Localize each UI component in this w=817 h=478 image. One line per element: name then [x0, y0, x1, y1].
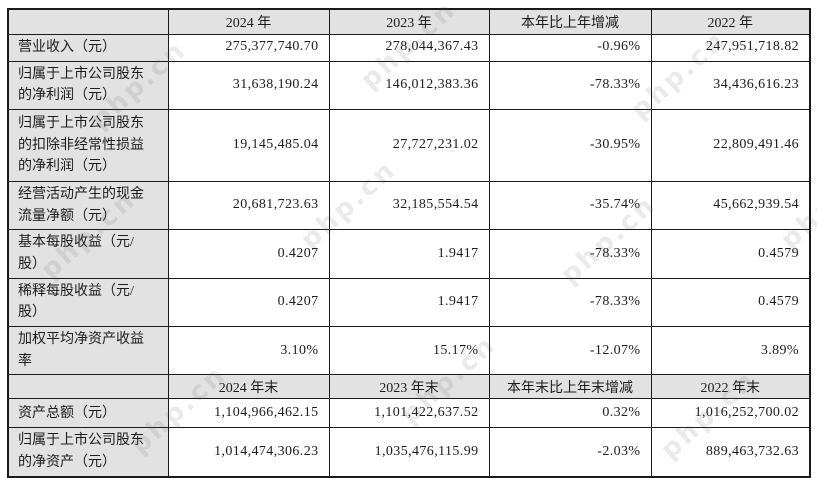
- value-2023: 1,035,476,115.99: [328, 427, 490, 478]
- value-2022: 0.4579: [650, 277, 811, 328]
- value-2024: 1,104,966,462.15: [167, 398, 330, 429]
- value-2023: 278,044,367.43: [328, 33, 490, 62]
- financial-summary-table: 2024 年 2023 年 本年比上年增减 2022 年 营业收入（元） 275…: [7, 8, 811, 478]
- table-row-net-assets: 归属于上市公司股东的净资产（元） 1,014,474,306.23 1,035,…: [7, 427, 811, 478]
- value-change: -78.33%: [488, 60, 652, 110]
- value-2023: 1.9417: [328, 229, 490, 279]
- table-row-total-assets: 资产总额（元） 1,104,966,462.15 1,101,422,637.5…: [7, 398, 811, 429]
- column-header-2022: 2022 年: [650, 8, 811, 35]
- value-2023: 27,727,231.02: [328, 108, 490, 182]
- column-header-2024-end: 2024 年末: [167, 374, 330, 400]
- value-2023: 146,012,383.36: [328, 60, 490, 110]
- value-2022: 247,951,718.82: [650, 33, 811, 62]
- row-label: 加权平均净资产收益率: [7, 325, 169, 376]
- value-change: 0.32%: [488, 398, 652, 429]
- value-change: -30.95%: [488, 108, 652, 182]
- table-row-net-profit: 归属于上市公司股东的净利润（元） 31,638,190.24 146,012,3…: [7, 60, 811, 110]
- table-header-row-annual: 2024 年 2023 年 本年比上年增减 2022 年: [7, 8, 811, 35]
- value-change: -12.07%: [488, 325, 652, 376]
- value-2023: 1.9417: [328, 277, 490, 328]
- value-change: -0.96%: [488, 33, 652, 62]
- table-row-revenue: 营业收入（元） 275,377,740.70 278,044,367.43 -0…: [7, 33, 811, 62]
- value-2022: 3.89%: [650, 325, 811, 376]
- value-2022: 22,809,491.46: [650, 108, 811, 182]
- column-header-year-end-change: 本年末比上年末增减: [488, 374, 652, 400]
- row-label: 归属于上市公司股东的净资产（元）: [7, 427, 169, 478]
- column-header-empty: [7, 8, 169, 35]
- value-2023: 15.17%: [328, 325, 490, 376]
- value-2024: 0.4207: [167, 277, 330, 328]
- table-header-row-year-end: 2024 年末 2023 年末 本年末比上年末增减 2022 年末: [7, 374, 811, 400]
- column-header-yoy-change: 本年比上年增减: [488, 8, 652, 35]
- value-2023: 32,185,554.54: [328, 180, 490, 231]
- column-header-2023-end: 2023 年末: [328, 374, 490, 400]
- table-row-net-profit-excl-nonrecurring: 归属于上市公司股东的扣除非经常性损益的净利润（元） 19,145,485.04 …: [7, 108, 811, 182]
- value-change: -2.03%: [488, 427, 652, 478]
- row-label: 归属于上市公司股东的扣除非经常性损益的净利润（元）: [7, 108, 169, 182]
- value-2022: 889,463,732.63: [650, 427, 811, 478]
- value-2022: 45,662,939.54: [650, 180, 811, 231]
- row-label: 归属于上市公司股东的净利润（元）: [7, 60, 169, 110]
- value-2024: 275,377,740.70: [167, 33, 330, 62]
- table-row-weighted-avg-roe: 加权平均净资产收益率 3.10% 15.17% -12.07% 3.89%: [7, 325, 811, 376]
- value-2022: 1,016,252,700.02: [650, 398, 811, 429]
- value-2022: 34,436,616.23: [650, 60, 811, 110]
- value-2024: 0.4207: [167, 229, 330, 279]
- value-change: -78.33%: [488, 229, 652, 279]
- value-2024: 3.10%: [167, 325, 330, 376]
- column-header-2023: 2023 年: [328, 8, 490, 35]
- table-row-diluted-eps: 稀释每股收益（元/股） 0.4207 1.9417 -78.33% 0.4579: [7, 277, 811, 328]
- row-label: 营业收入（元）: [7, 33, 169, 62]
- value-2024: 20,681,723.63: [167, 180, 330, 231]
- column-header-2022-end: 2022 年末: [650, 374, 811, 400]
- row-label: 稀释每股收益（元/股）: [7, 277, 169, 328]
- value-2024: 31,638,190.24: [167, 60, 330, 110]
- value-2022: 0.4579: [650, 229, 811, 279]
- column-header-empty: [7, 374, 169, 400]
- column-header-2024: 2024 年: [167, 8, 330, 35]
- value-change: -78.33%: [488, 277, 652, 328]
- row-label: 经营活动产生的现金流量净额（元）: [7, 180, 169, 231]
- table-row-basic-eps: 基本每股收益（元/股） 0.4207 1.9417 -78.33% 0.4579: [7, 229, 811, 279]
- value-change: -35.74%: [488, 180, 652, 231]
- row-label: 资产总额（元）: [7, 398, 169, 429]
- value-2024: 19,145,485.04: [167, 108, 330, 182]
- value-2023: 1,101,422,637.52: [328, 398, 490, 429]
- row-label: 基本每股收益（元/股）: [7, 229, 169, 279]
- value-2024: 1,014,474,306.23: [167, 427, 330, 478]
- table-row-operating-cash-flow: 经营活动产生的现金流量净额（元） 20,681,723.63 32,185,55…: [7, 180, 811, 231]
